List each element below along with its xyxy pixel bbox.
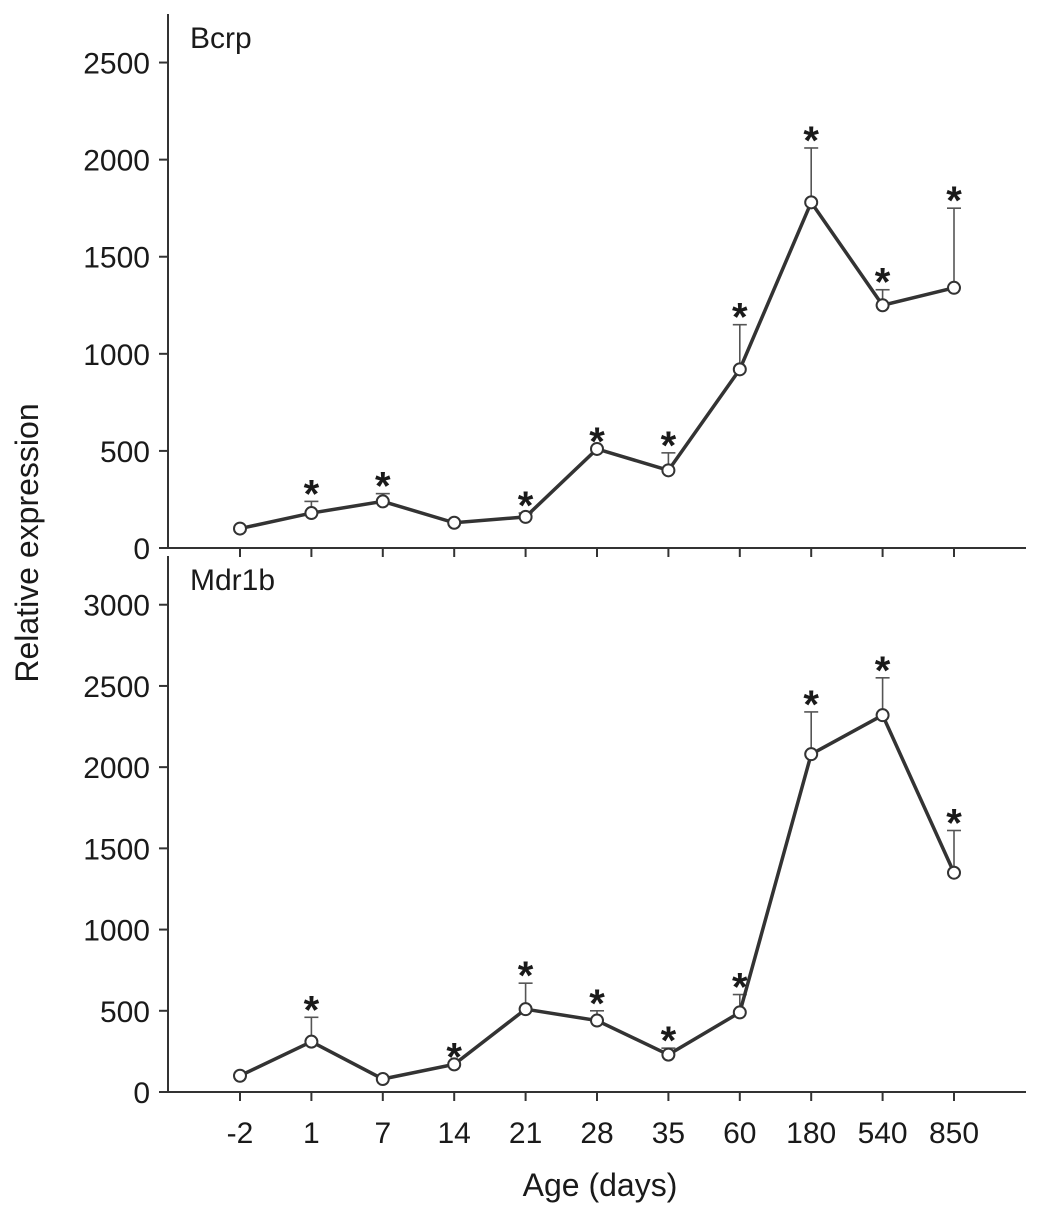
x-tick-label: 35 xyxy=(652,1117,685,1150)
y-tick-label: 1500 xyxy=(83,833,150,866)
significance-star: * xyxy=(946,179,962,223)
x-axis-tick-labels: -2 1 7 14 21 28 35 60 180 540 850 xyxy=(227,1117,979,1150)
y-tick-label: 2000 xyxy=(83,145,150,178)
data-point xyxy=(804,747,819,762)
significance-star: * xyxy=(875,261,891,305)
x-tick-label: 850 xyxy=(929,1117,979,1150)
data-point xyxy=(518,509,533,524)
data-point xyxy=(518,1002,533,1017)
y-tick-label: 2000 xyxy=(83,752,150,785)
y-tick-label: 3000 xyxy=(83,590,150,623)
data-point xyxy=(233,521,247,536)
significance-star: * xyxy=(304,988,320,1032)
significance-star: * xyxy=(589,982,605,1026)
x-tick-label: 540 xyxy=(858,1117,908,1150)
y-tick-label: 1500 xyxy=(83,242,150,275)
x-tick-label: 60 xyxy=(723,1117,756,1150)
significance-star: * xyxy=(803,119,819,163)
significance-star: * xyxy=(589,420,605,464)
data-point xyxy=(233,1068,247,1083)
data-point xyxy=(375,1072,390,1087)
significance-star: * xyxy=(446,1035,462,1079)
data-point xyxy=(661,1047,676,1062)
x-tick-label: 21 xyxy=(509,1117,542,1150)
significance-star: * xyxy=(946,801,962,845)
y-tick-label: 2500 xyxy=(83,671,150,704)
data-point xyxy=(947,280,961,295)
y-tick-label: 500 xyxy=(100,436,150,469)
data-point xyxy=(304,506,319,521)
significance-star: * xyxy=(875,649,891,693)
y-tick-label: 0 xyxy=(133,1077,150,1110)
x-tick-label: 7 xyxy=(374,1117,391,1150)
panel-label: Mdr1b xyxy=(190,564,275,597)
y-axis-title: Relative expression xyxy=(9,403,45,682)
y-tick-label: 1000 xyxy=(83,915,150,948)
significance-star: * xyxy=(518,484,534,528)
data-point xyxy=(447,1057,462,1072)
data-point xyxy=(447,515,462,530)
y-tick-label: 1000 xyxy=(83,339,150,372)
x-tick-label: 14 xyxy=(438,1117,471,1150)
significance-star: * xyxy=(661,424,677,468)
x-tick-label: 28 xyxy=(580,1117,613,1150)
data-point xyxy=(590,441,604,456)
x-axis-title: Age (days) xyxy=(523,1167,678,1203)
y-tick-label: 500 xyxy=(100,996,150,1029)
data-point xyxy=(804,195,819,210)
significance-star: * xyxy=(304,472,320,516)
data-point xyxy=(947,865,961,880)
significance-star: * xyxy=(661,1019,677,1063)
x-tick-label: -2 xyxy=(227,1117,254,1150)
data-point xyxy=(732,1005,747,1020)
data-point xyxy=(375,494,390,509)
data-point xyxy=(304,1034,319,1049)
series-line xyxy=(239,198,955,531)
data-point xyxy=(875,298,890,313)
y-tick-label: 2500 xyxy=(83,48,150,81)
data-point xyxy=(590,1013,604,1028)
y-tick-label: 0 xyxy=(133,533,150,566)
significance-star: * xyxy=(732,296,748,340)
x-tick-label: 180 xyxy=(786,1117,836,1150)
panel-bcrp: 0 500 1000 1500 2000 2500 Bcrp * * * * * * * * * xyxy=(83,14,1026,566)
data-point xyxy=(875,708,890,723)
significance-star: * xyxy=(375,465,391,509)
x-tick-label: 1 xyxy=(303,1117,320,1150)
significance-star: * xyxy=(518,954,534,998)
data-point xyxy=(661,463,676,478)
significance-star: * xyxy=(732,966,748,1010)
panel-mdr1b: 0 500 1000 1500 2000 2500 3000 Mdr1b * * * * * * * * * xyxy=(83,556,1026,1110)
panel-label: Bcrp xyxy=(190,22,252,55)
data-point xyxy=(732,362,747,377)
significance-star: * xyxy=(803,683,819,727)
